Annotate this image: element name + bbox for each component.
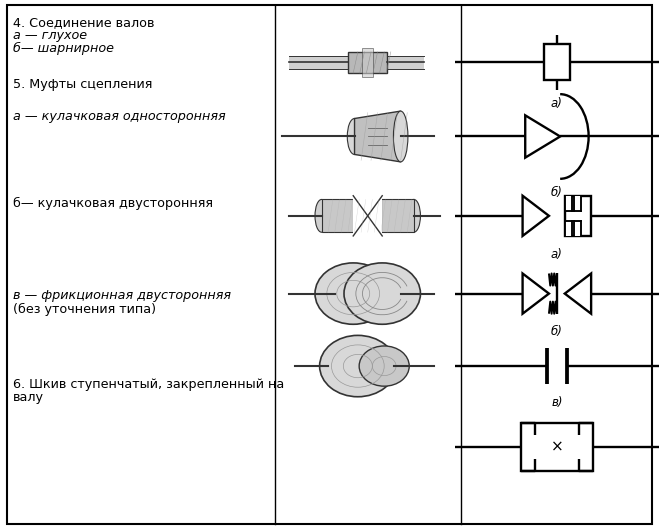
Text: ×: × — [550, 440, 563, 454]
Bar — [521, 423, 593, 471]
Ellipse shape — [393, 111, 408, 162]
Text: б— кулачковая двусторонняя: б— кулачковая двусторонняя — [13, 197, 213, 210]
FancyArrow shape — [387, 56, 424, 69]
Text: б): б) — [551, 186, 563, 199]
Bar — [322, 199, 355, 232]
Bar — [565, 221, 572, 236]
Polygon shape — [525, 115, 560, 158]
Ellipse shape — [315, 199, 328, 232]
Circle shape — [320, 335, 396, 397]
Text: а — кулачковая односторонняя: а — кулачковая односторонняя — [13, 110, 226, 123]
Text: а — глухое: а — глухое — [13, 29, 87, 42]
Polygon shape — [565, 273, 591, 314]
Ellipse shape — [347, 118, 362, 154]
Text: б— шарнирное: б— шарнирное — [13, 42, 114, 56]
Text: 6. Шкив ступенчатый, закрепленный на: 6. Шкив ступенчатый, закрепленный на — [13, 378, 285, 391]
Bar — [565, 196, 572, 211]
Bar — [544, 44, 570, 80]
Polygon shape — [523, 273, 549, 314]
Text: в — фрикционная двусторонняя: в — фрикционная двусторонняя — [13, 289, 231, 303]
Text: 5. Муфты сцепления: 5. Муфты сцепления — [13, 78, 152, 92]
Bar — [348, 52, 387, 73]
FancyArrow shape — [289, 56, 348, 69]
Polygon shape — [355, 111, 401, 162]
Bar — [573, 221, 581, 236]
Circle shape — [359, 346, 409, 386]
Text: а): а) — [551, 97, 563, 111]
Bar — [362, 48, 373, 77]
Bar — [353, 196, 382, 236]
Text: валу: валу — [13, 391, 44, 405]
Text: в): в) — [551, 396, 563, 409]
Bar — [573, 196, 581, 211]
Polygon shape — [523, 196, 549, 236]
Text: а): а) — [551, 248, 563, 261]
Circle shape — [344, 263, 420, 324]
Bar — [565, 196, 591, 236]
Text: б): б) — [551, 325, 563, 339]
Bar — [381, 199, 414, 232]
Ellipse shape — [407, 199, 420, 232]
Text: (без уточнения типа): (без уточнения типа) — [13, 303, 156, 316]
Circle shape — [315, 263, 391, 324]
Text: 4. Соединение валов: 4. Соединение валов — [13, 16, 155, 29]
